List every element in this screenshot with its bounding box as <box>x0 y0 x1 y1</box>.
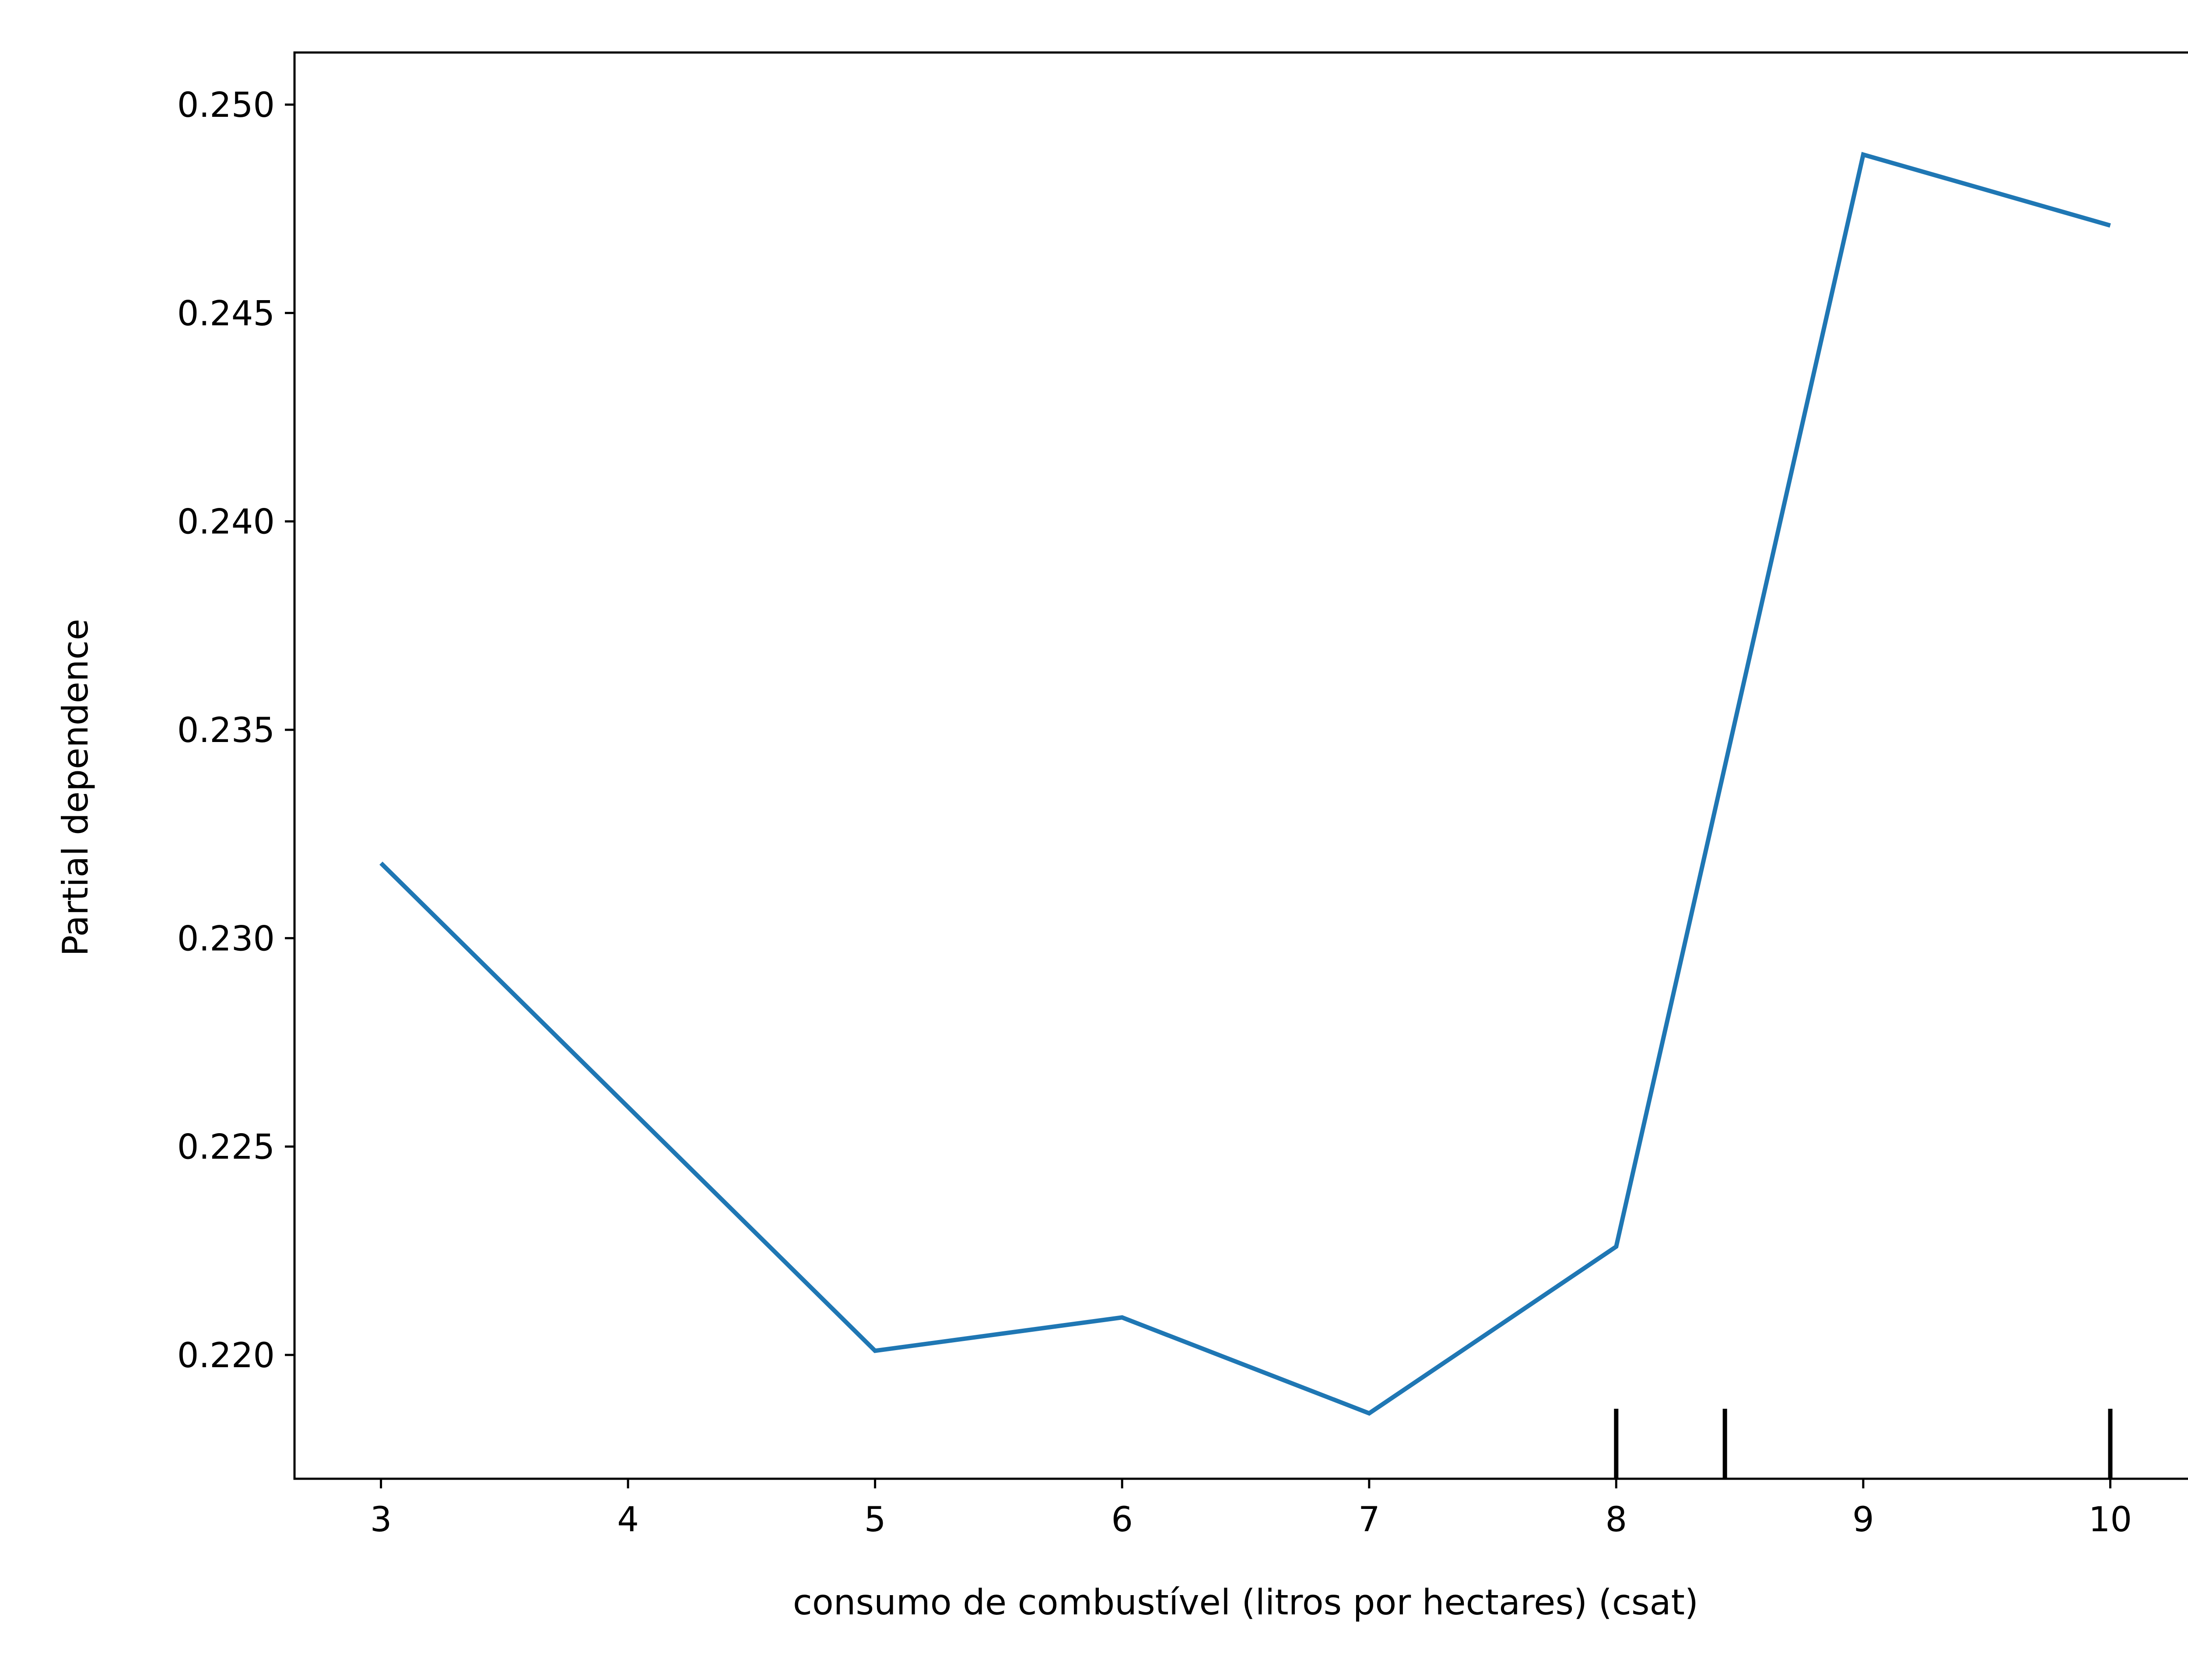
x-tick-label: 7 <box>1358 1500 1380 1540</box>
y-tick-label: 0.225 <box>177 1128 275 1167</box>
y-tick-label: 0.245 <box>177 294 275 333</box>
x-tick-label: 5 <box>864 1500 886 1540</box>
x-tick-label: 10 <box>2089 1500 2132 1540</box>
y-tick-label: 0.235 <box>177 711 275 750</box>
y-axis-label: Partial dependence <box>55 619 96 956</box>
x-tick-label: 8 <box>1605 1500 1627 1540</box>
series-line-0 <box>379 152 2111 1416</box>
x-tick-label: 9 <box>1852 1500 1874 1540</box>
x-tick-label: 4 <box>617 1500 639 1540</box>
x-axis-label: consumo de combustível (litros por hecta… <box>793 1582 1698 1623</box>
y-tick-label: 0.250 <box>177 86 275 125</box>
x-tick-label: 6 <box>1111 1500 1133 1540</box>
x-axis-ticks: 3 4 5 6 7 8 9 10 <box>370 1479 2132 1540</box>
y-tick-label: 0.220 <box>177 1336 275 1376</box>
y-axis-ticks: 0.220 0.225 0.230 0.235 0.240 0.245 0.250 <box>177 86 295 1376</box>
rug-marks <box>1614 1409 2113 1479</box>
axes-frame <box>293 51 2188 1480</box>
plot-area <box>379 152 2111 1416</box>
x-tick-label: 3 <box>370 1500 392 1540</box>
y-tick-label: 0.230 <box>177 919 275 959</box>
y-tick-label: 0.240 <box>177 503 275 542</box>
